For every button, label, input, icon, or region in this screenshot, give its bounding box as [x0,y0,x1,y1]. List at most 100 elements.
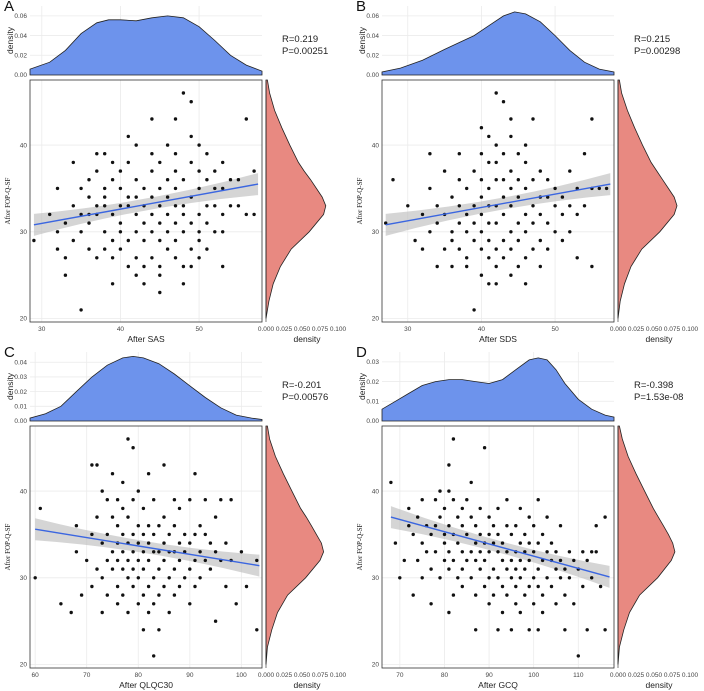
data-point [523,567,527,571]
data-point [496,576,500,580]
data-point [501,212,506,217]
data-point [121,550,125,554]
data-point [126,576,130,580]
data-point [162,515,166,519]
data-point [505,567,509,571]
data-point [197,169,201,173]
data-point [545,576,549,580]
data-point [472,169,476,173]
data-point [540,532,545,537]
data-point [87,195,91,199]
data-point [433,524,438,528]
data-point [451,558,456,563]
data-point [208,541,213,545]
correlation-r: R=0.215 [634,34,671,45]
y-tick-label: 20 [372,662,380,669]
data-point [531,117,535,121]
data-point [90,584,94,589]
panel-c-chart: 0.00 0.01 0.02 0.03 0.04 density 60 70 80 90 100 20… [4,352,347,690]
right-density-tick-label: 0.050 [646,672,663,679]
data-point [582,204,587,208]
data-point [438,515,442,519]
data-point [85,558,89,563]
data-point [474,541,478,545]
data-point [516,195,520,199]
plot-border [381,79,615,323]
data-point [500,558,505,563]
data-point [87,178,91,182]
data-point [71,204,76,208]
right-density-tick-label: 0.025 [276,326,293,333]
data-point [158,273,162,277]
panel-d: 0.00 0.01 0.02 0.03 density 70 80 90 100 110 20 30 4… [352,344,704,691]
data-point [509,247,513,251]
y-tick-label: 30 [372,229,380,236]
right-density-tick-label: 0.000 [610,672,627,679]
correlation-r: R=-0.201 [282,380,322,391]
top-density-tick-label: 0.02 [366,379,379,386]
data-point [150,169,154,173]
right-density-tick-label: 0.100 [682,672,699,679]
data-point [450,264,454,269]
data-point [213,230,217,234]
plot-border [29,79,263,323]
data-point [157,593,161,597]
data-point [126,134,130,139]
data-point [183,532,187,537]
data-point [487,550,491,554]
data-point [429,532,433,537]
data-point [429,602,433,606]
data-point [554,567,558,571]
data-point [136,602,140,606]
data-point [188,541,192,545]
data-point [121,567,125,571]
data-point [469,576,473,580]
data-point [457,247,461,251]
data-point [416,558,420,563]
data-point [118,221,123,225]
x-tick-label: 30 [404,326,412,333]
data-point [158,160,162,165]
data-point [141,628,146,632]
plot-border [29,425,263,669]
data-point [509,204,513,208]
data-point [456,576,460,580]
data-point [594,524,598,528]
data-point [244,117,248,121]
data-point [181,204,186,208]
data-point [162,558,166,563]
regression-line [390,516,610,578]
data-point [538,264,542,269]
top-density-tick-label: 0.01 [366,398,379,405]
data-point [142,186,146,191]
data-point [581,584,585,589]
data-point [162,541,166,545]
data-point [516,152,520,156]
data-point [433,498,438,502]
x-tick-label: 100 [236,672,247,679]
data-point [173,152,178,156]
data-point [213,204,217,208]
data-point [142,282,146,286]
data-point [95,256,99,260]
data-point [142,221,146,225]
data-point [193,532,197,537]
data-point [150,230,154,234]
data-point [197,230,201,234]
data-point [487,134,491,139]
right-density-area [617,79,678,319]
right-density-xlabel: density [646,334,674,344]
data-point [389,480,393,485]
data-point [189,264,193,269]
data-point [479,178,484,182]
data-point [518,558,522,563]
right-density-xlabel: density [294,334,322,344]
data-point [141,550,146,554]
data-point [420,541,424,545]
data-point [229,498,233,502]
data-point [203,498,207,502]
data-point [457,178,461,182]
data-point [100,576,104,580]
data-point [134,273,138,277]
right-density-tick-label: 0.050 [294,326,311,333]
